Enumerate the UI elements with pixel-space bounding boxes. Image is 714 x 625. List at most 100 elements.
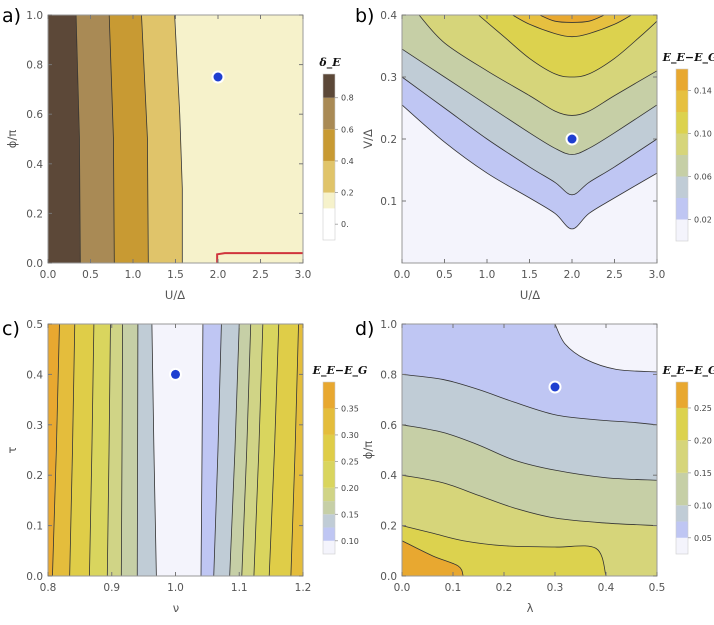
panel-d-contour-regions <box>401 323 658 577</box>
contour-line <box>401 525 607 577</box>
panel-a: a) 0.0 0.5 1.0 1.5 2.0 2.5 3.0 0.0 0.2 0.4 0.6 0.8… <box>2 5 354 302</box>
colorbar-frame <box>675 381 689 555</box>
x-tick-label: 3.0 <box>649 269 666 281</box>
boundary-curve <box>216 252 303 263</box>
colorbar-band <box>676 198 688 220</box>
colorbar-band <box>323 461 335 488</box>
panel-b-xlabel: U/Δ <box>520 288 540 302</box>
panel-b-letter: b) <box>355 5 374 27</box>
y-tick-label: 0.3 <box>26 420 43 432</box>
contour-line <box>174 14 183 263</box>
contour-region <box>69 324 94 576</box>
y-tick-label: 0.4 <box>380 10 397 22</box>
panel-a-letter: a) <box>2 5 21 27</box>
colorbar-band <box>323 487 335 502</box>
colorbar-band <box>676 440 688 473</box>
panel-d-ylabel: ϕ/π <box>361 441 375 459</box>
colorbar-band <box>676 472 688 506</box>
colorbar-band <box>676 69 688 91</box>
colorbar-band <box>323 97 335 130</box>
y-tick-label: 0.6 <box>26 109 43 121</box>
contour-region <box>478 15 657 77</box>
colorbar-label: 0.25 <box>341 457 359 466</box>
colorbar-band <box>676 505 688 522</box>
contour-line <box>401 540 464 577</box>
contour-line <box>268 323 280 577</box>
contour-line <box>290 323 299 577</box>
colorbar-band <box>676 155 688 177</box>
panel-c-y-ticks: 0.0 0.1 0.2 0.3 0.4 0.5 <box>26 319 303 583</box>
y-tick-label: 0.4 <box>26 159 43 171</box>
contour-region <box>89 324 111 576</box>
contour-line <box>401 104 658 230</box>
x-tick-label: 1.0 <box>479 269 496 281</box>
colorbar-band <box>323 382 335 409</box>
y-tick-label: 0.0 <box>26 571 43 583</box>
y-tick-label: 0.1 <box>380 196 397 208</box>
x-tick-label: 2.0 <box>564 269 581 281</box>
panel-b-contour-regions <box>401 14 658 263</box>
x-tick-label: 1.0 <box>167 582 184 594</box>
x-tick-label: 1.2 <box>295 582 312 594</box>
contour-region <box>512 15 632 37</box>
panel-d-frame <box>401 323 658 577</box>
panel-d: d) 0.0 0.1 0.2 0.3 0.4 0.5 0.0 0.2 0.4 0.6 0.8 1.0… <box>355 318 714 615</box>
contour-region <box>229 324 251 576</box>
panel-b: b) 0.0 0.5 1.0 1.5 2.0 2.5 3.0 0.1 0.2 0.3 0.4 U/… <box>355 5 714 302</box>
colorbar-frame <box>322 381 336 555</box>
contour-line <box>229 323 240 577</box>
colorbar-band <box>676 407 688 441</box>
x-tick-label: 1.1 <box>231 582 248 594</box>
x-tick-label: 0.2 <box>496 582 513 594</box>
colorbar-band <box>323 408 335 435</box>
y-tick-label: 0.2 <box>26 470 43 482</box>
contour-region <box>253 324 279 576</box>
contour-line <box>418 14 658 116</box>
x-tick-label: 0.8 <box>40 582 57 594</box>
panel-c-colorbar: 0.10 0.15 0.20 0.25 0.30 0.35 E_E−E_G <box>312 364 367 555</box>
y-tick-label: 0.8 <box>380 369 397 381</box>
colorbar-label: 0.10 <box>694 501 712 510</box>
data-point-marker <box>550 382 560 392</box>
contour-region <box>48 324 60 576</box>
x-tick-label: 2.0 <box>210 269 227 281</box>
contour-region <box>402 540 464 576</box>
colorbar-band <box>676 90 688 112</box>
panel-a-contour-regions <box>47 14 304 264</box>
panel-b-ylabel: V/Δ <box>361 129 375 149</box>
colorbar-band <box>323 540 335 554</box>
contour-line <box>512 14 632 38</box>
panel-d-colorbar: 0.05 0.10 0.15 0.20 0.25 E_E−E_G <box>662 364 714 555</box>
panel-b-x-ticks: 0.0 0.5 1.0 1.5 2.0 2.5 3.0 <box>394 15 666 281</box>
contour-line <box>151 323 157 577</box>
x-tick-label: 0.0 <box>394 269 411 281</box>
y-tick-label: 0.2 <box>380 521 397 533</box>
colorbar-band <box>323 434 335 462</box>
contour-region <box>108 14 149 264</box>
contour-line <box>200 323 204 577</box>
colorbar-label: 0.02 <box>694 216 712 225</box>
colorbar-label: 0.15 <box>341 510 359 519</box>
x-tick-label: 0.5 <box>649 582 666 594</box>
contour-line <box>120 323 123 577</box>
x-tick-label: 1.0 <box>125 269 142 281</box>
contour-line <box>401 48 658 155</box>
contour-region <box>47 14 81 264</box>
contour-line <box>75 14 81 264</box>
x-tick-label: 1.5 <box>167 269 184 281</box>
x-tick-label: 2.5 <box>252 269 269 281</box>
y-tick-label: 1.0 <box>26 10 43 22</box>
colorbar-frame <box>322 73 336 241</box>
contour-line <box>52 323 60 577</box>
contour-line <box>106 323 111 577</box>
contour-line <box>141 14 149 264</box>
contour-line <box>253 323 264 577</box>
contour-line <box>401 374 658 426</box>
x-tick-label: 2.5 <box>606 269 623 281</box>
colorbar-title: E_E−E_G <box>662 364 714 378</box>
colorbar-label: 0.10 <box>694 130 712 139</box>
panel-c-x-ticks: 0.8 0.9 1.0 1.1 1.2 <box>40 324 312 594</box>
panel-a-overlay <box>211 70 303 263</box>
colorbar-label: 0.20 <box>694 436 712 445</box>
y-tick-label: 0.4 <box>380 470 397 482</box>
